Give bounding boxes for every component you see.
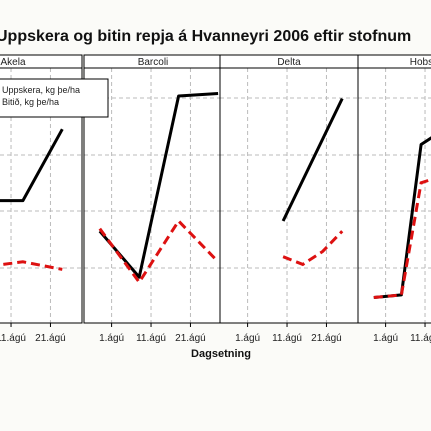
x-axis-label: Dagsetning (191, 348, 251, 360)
series-delta-bitid-line (282, 230, 344, 267)
series-delta-uppskera-line (281, 97, 344, 222)
x-tick-label-delta-1: 11.ágú (272, 333, 302, 344)
panel-hobson-title: Hobson (410, 57, 431, 68)
series-hobson-bitid-line (373, 178, 431, 299)
x-tick-label-akela-2: 21.ágú (35, 333, 66, 344)
x-tick-label-delta-0: 1.ágú (235, 333, 260, 344)
panel-akela-frame (0, 67, 83, 324)
panel-delta-title: Delta (277, 57, 301, 68)
legend-box (0, 78, 109, 118)
x-tick-label-hobson-1: 11.ágú (410, 333, 431, 344)
x-tick-label-barcoli-0: 1.ágú (99, 333, 124, 344)
x-tick-label-akela-1: 11.ágú (0, 333, 26, 344)
x-tick-label-hobson-0: 1.ágú (373, 333, 398, 344)
panel-barcoli-title: Barcoli (138, 57, 169, 68)
legend-label-0: Uppskera, kg þe/ha (2, 85, 80, 95)
series-barcoli-bitid-line (98, 218, 220, 285)
series-akela-uppskera-line (0, 128, 64, 203)
x-tick-label-delta-2: 21.ágú (311, 333, 342, 344)
panel-hobson-frame (357, 67, 431, 324)
panel-akela-title: Akela (0, 57, 25, 68)
x-tick-label-barcoli-1: 11.ágú (136, 333, 166, 344)
legend-label-1: Bitið, kg þe/ha (2, 97, 59, 107)
chart-title: Uppskera og bitin repja á Hvanneyri 2006… (0, 28, 412, 45)
series-hobson-uppskera-line (373, 136, 431, 299)
x-tick-label-barcoli-2: 21.ágú (175, 333, 206, 344)
